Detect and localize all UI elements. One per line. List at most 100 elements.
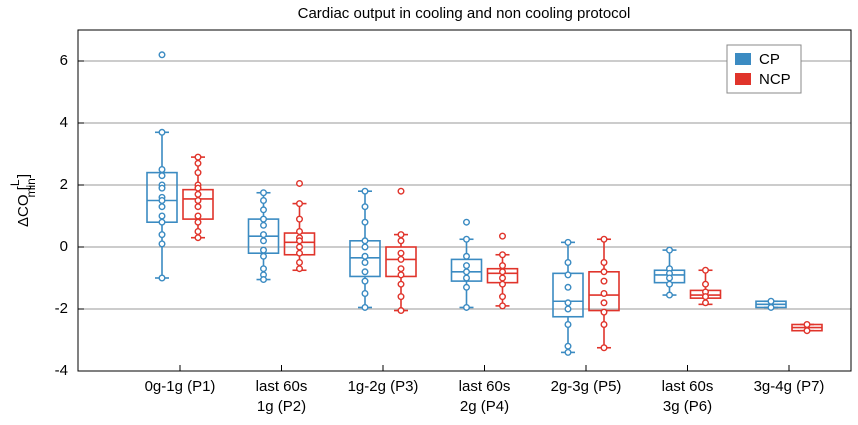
data-point xyxy=(194,218,202,226)
y-tick-label: 0 xyxy=(60,238,68,255)
data-point xyxy=(463,274,471,282)
y-tick-label: 2 xyxy=(60,176,68,193)
data-point xyxy=(158,203,166,211)
data-point xyxy=(260,237,268,245)
data-point xyxy=(296,179,304,187)
data-point xyxy=(702,299,710,307)
data-point xyxy=(499,280,507,288)
data-point xyxy=(296,237,304,245)
data-point xyxy=(600,268,608,276)
data-point xyxy=(499,251,507,259)
data-point xyxy=(260,196,268,204)
data-point xyxy=(463,235,471,243)
data-point xyxy=(564,299,572,307)
data-point xyxy=(296,200,304,208)
data-point xyxy=(296,227,304,235)
data-point xyxy=(666,291,674,299)
data-point xyxy=(463,303,471,311)
data-point xyxy=(499,293,507,301)
data-point xyxy=(600,277,608,285)
data-point xyxy=(158,274,166,282)
data-point xyxy=(158,240,166,248)
data-point xyxy=(397,255,405,263)
x-tick-label: 1g-2g (P3) xyxy=(348,378,419,395)
box-group xyxy=(146,51,178,282)
x-tick-line: 2g-3g (P5) xyxy=(551,378,622,395)
data-point xyxy=(600,321,608,329)
data-point xyxy=(564,305,572,313)
x-tick-line: 1g (P2) xyxy=(257,398,306,415)
data-point xyxy=(397,237,405,245)
y-tick-label: -2 xyxy=(55,300,68,317)
y-tick-label: -4 xyxy=(55,362,68,379)
y-tick-label: 6 xyxy=(60,52,68,69)
data-point xyxy=(600,299,608,307)
data-point xyxy=(158,172,166,180)
data-point xyxy=(564,259,572,267)
box-group xyxy=(689,266,722,307)
data-point xyxy=(397,231,405,239)
y-label-part: L xyxy=(8,179,22,186)
data-point xyxy=(666,246,674,254)
data-point xyxy=(194,203,202,211)
y-label-part: min xyxy=(24,178,38,197)
box-group xyxy=(653,246,686,299)
data-point xyxy=(397,293,405,301)
data-point xyxy=(296,259,304,267)
box-group xyxy=(349,187,381,311)
x-tick-label: 3g-4g (P7) xyxy=(754,378,825,395)
data-point xyxy=(260,265,268,273)
data-point xyxy=(702,266,710,274)
x-tick-line: 0g-1g (P1) xyxy=(145,378,216,395)
plot-frame xyxy=(77,29,852,372)
data-point xyxy=(296,243,304,251)
x-tick-line: last 60s xyxy=(662,378,714,395)
x-tick-label: last 60s 1g (P2) xyxy=(256,378,308,415)
data-point xyxy=(296,265,304,273)
data-point xyxy=(600,308,608,316)
data-point xyxy=(260,252,268,260)
data-point xyxy=(463,268,471,276)
y-tick-label: 4 xyxy=(60,114,68,131)
data-point xyxy=(260,221,268,229)
box-group xyxy=(486,232,519,310)
legend-swatch xyxy=(735,73,751,85)
data-point xyxy=(158,218,166,226)
data-point xyxy=(499,262,507,270)
data-point xyxy=(194,184,202,192)
data-point xyxy=(194,227,202,235)
data-point xyxy=(666,274,674,282)
data-point xyxy=(194,169,202,177)
x-tick-line: last 60s xyxy=(459,378,511,395)
data-point xyxy=(361,187,369,195)
data-point xyxy=(564,348,572,356)
data-point xyxy=(397,271,405,279)
data-point xyxy=(499,302,507,310)
data-point xyxy=(361,237,369,245)
data-point xyxy=(397,187,405,195)
data-point xyxy=(361,259,369,267)
x-tick-line: 3g-4g (P7) xyxy=(754,378,825,395)
data-point xyxy=(564,271,572,279)
box-group xyxy=(552,238,584,356)
data-point xyxy=(564,283,572,291)
data-point xyxy=(361,252,369,260)
data-point xyxy=(260,206,268,214)
box-group xyxy=(791,321,823,335)
x-tick-line: last 60s xyxy=(256,378,308,395)
legend-swatch xyxy=(735,53,751,65)
legend-label: CP xyxy=(759,51,780,68)
data-point xyxy=(296,249,304,257)
box-group xyxy=(588,235,620,352)
data-point xyxy=(564,238,572,246)
data-point xyxy=(499,268,507,276)
x-tick-line: 1g-2g (P3) xyxy=(348,378,419,395)
data-point xyxy=(194,212,202,220)
x-tick-label: last 60s 3g (P6) xyxy=(662,378,714,415)
data-point xyxy=(702,280,710,288)
y-label-part: ΔCO [ xyxy=(15,185,32,227)
box-group xyxy=(283,179,316,273)
data-point xyxy=(499,232,507,240)
data-point xyxy=(194,196,202,204)
data-point xyxy=(361,218,369,226)
